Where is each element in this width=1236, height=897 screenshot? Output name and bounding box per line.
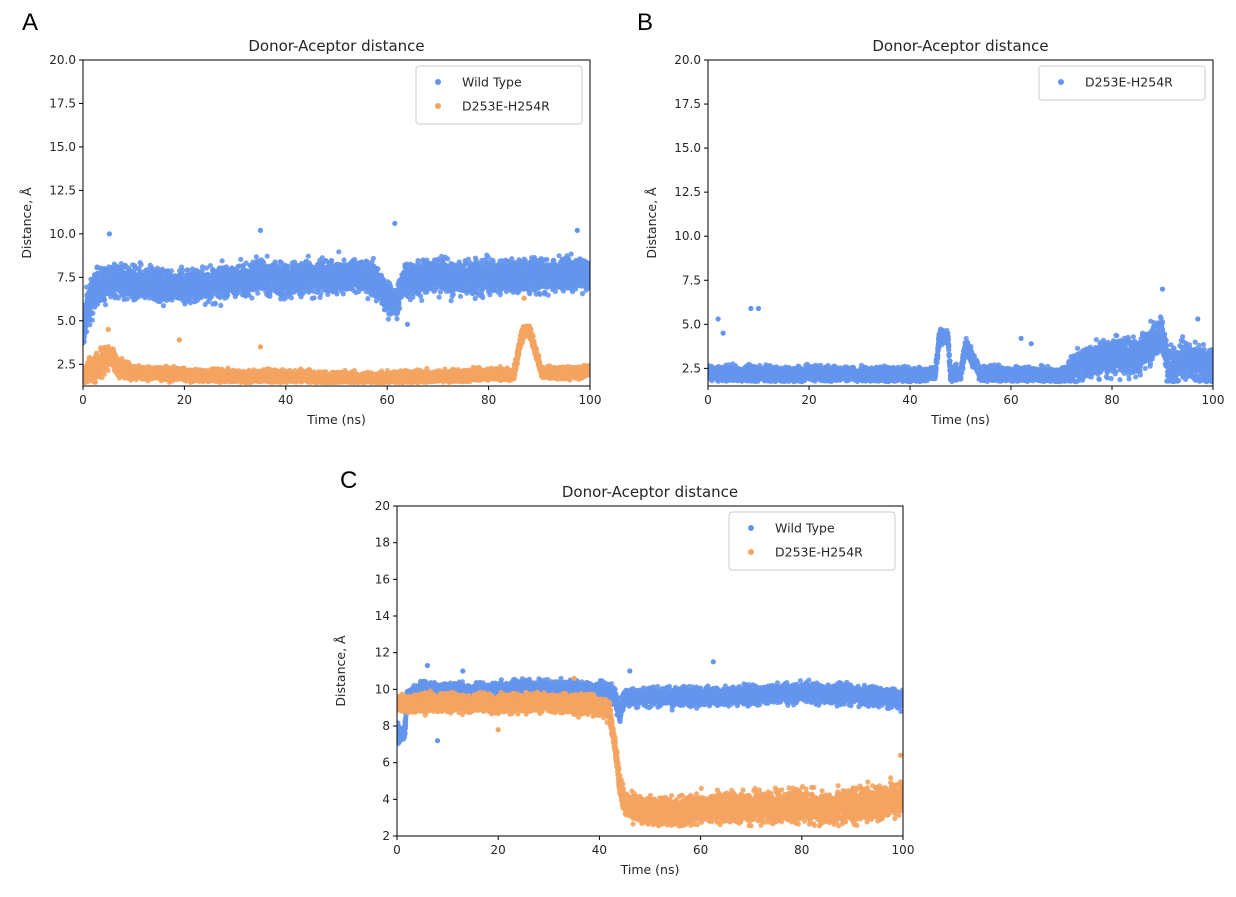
- data-point: [375, 266, 381, 272]
- data-point: [397, 306, 403, 312]
- data-point: [340, 291, 346, 297]
- data-point: [396, 300, 402, 306]
- data-point: [212, 300, 218, 306]
- data-point: [365, 296, 371, 302]
- data-point: [334, 291, 340, 297]
- data-point: [448, 298, 454, 304]
- data-point: [90, 310, 96, 316]
- data-point: [118, 261, 124, 267]
- data-point: [445, 256, 451, 262]
- data-point: [457, 293, 464, 299]
- panel-label-c: C: [340, 467, 357, 495]
- data-point: [180, 268, 186, 274]
- data-point: [436, 294, 442, 300]
- data-point: [255, 290, 261, 296]
- data-point: [352, 256, 358, 263]
- panel-label-b: B: [637, 9, 653, 37]
- data-point: [102, 302, 109, 308]
- data-point: [249, 295, 255, 301]
- data-point: [95, 301, 101, 307]
- data-point: [84, 329, 90, 335]
- data-point: [253, 254, 259, 260]
- data-point: [83, 339, 87, 345]
- data-point: [238, 256, 244, 262]
- data-point: [385, 316, 391, 322]
- panel-label-a: A: [22, 9, 38, 37]
- data-point: [394, 316, 400, 322]
- chart-panel-a: 0 20 40 60 80 1002.55.07.510.012.515.017.520.…: [19, 37, 601, 427]
- data-point: [288, 295, 294, 301]
- data-point: [124, 296, 130, 302]
- data-point: [370, 255, 376, 261]
- data-point: [219, 258, 225, 264]
- data-point: [138, 262, 144, 268]
- data-point: [450, 291, 456, 297]
- data-point: [264, 253, 270, 259]
- data-point: [83, 284, 90, 290]
- data-point: [102, 297, 108, 303]
- data-point: [218, 302, 224, 308]
- data-point: [89, 317, 95, 323]
- data-point: [419, 297, 425, 303]
- data-point: [336, 249, 342, 255]
- data-point: [311, 295, 317, 301]
- data-point: [305, 253, 311, 259]
- series-wild-type: [83, 220, 590, 346]
- data-point: [168, 268, 175, 274]
- data-point: [160, 303, 167, 309]
- data-point: [87, 322, 93, 328]
- data-point: [415, 258, 421, 264]
- data-point: [480, 294, 486, 301]
- data-point: [115, 295, 121, 301]
